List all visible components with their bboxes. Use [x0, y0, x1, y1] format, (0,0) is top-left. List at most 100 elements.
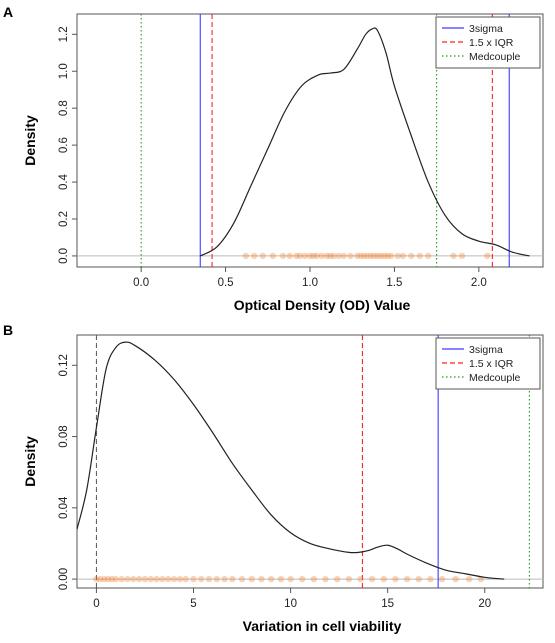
rug-point [322, 575, 329, 583]
y-tick-label: 0.6 [58, 137, 70, 153]
rug-point [392, 575, 399, 583]
rug-point [287, 575, 294, 583]
x-tick-label: 20 [478, 598, 491, 610]
legend-label: Medcouple [469, 51, 521, 63]
x-tick-label: 10 [284, 598, 297, 610]
rug-point [159, 575, 166, 583]
rug-point [130, 575, 137, 583]
x-tick-label: 0.0 [133, 277, 149, 289]
rug-point [452, 575, 459, 583]
legend-label: 1.5 x IQR [469, 358, 514, 370]
rug-point [466, 575, 473, 583]
rug-point [354, 252, 361, 260]
rug-point [345, 575, 353, 583]
rug-point [330, 252, 337, 260]
x-tick-label: 2.0 [471, 277, 487, 289]
rug-point [458, 252, 466, 260]
y-tick-label: 0.8 [58, 100, 70, 116]
density-curve [199, 27, 530, 257]
rug-point [97, 575, 104, 583]
rug-point [242, 252, 250, 260]
rug-point [399, 252, 407, 260]
rug-point [238, 575, 246, 583]
rug-point [381, 252, 388, 260]
x-tick-label: 15 [381, 598, 394, 610]
rug-point [221, 575, 228, 583]
rug-point [251, 252, 258, 260]
y-tick-label: 0.0 [58, 248, 70, 264]
rug-point [286, 252, 293, 260]
rug-point [323, 252, 331, 260]
rug-point [198, 575, 205, 583]
y-tick-label: 0.12 [58, 354, 70, 376]
rug-point [313, 252, 320, 260]
rug-point [438, 575, 446, 583]
y-tick-label: 1.2 [58, 26, 70, 42]
rug-point [293, 252, 300, 260]
x-axis-title: Variation in cell viability [243, 618, 402, 634]
rug-point [335, 252, 342, 260]
rug-point [415, 575, 422, 583]
rug-point [104, 575, 112, 583]
legend-label: 3sigma [469, 344, 503, 356]
rug-point [360, 252, 368, 260]
rug-point [124, 575, 131, 583]
y-tick-label: 0.00 [58, 568, 70, 590]
rug-point [277, 575, 285, 583]
rug-point [370, 252, 378, 260]
rug-point [229, 575, 236, 583]
y-tick-label: 0.08 [58, 425, 70, 447]
rug-point [377, 252, 385, 260]
rug-point [357, 575, 364, 583]
y-axis-title: Density [22, 436, 38, 487]
rug-point [301, 252, 309, 260]
rug-point [112, 575, 120, 583]
rug-point [310, 252, 317, 260]
rug-point [484, 252, 491, 260]
x-tick-label: 1.0 [302, 277, 318, 289]
rug-point [213, 575, 220, 583]
rug-point [267, 575, 275, 583]
rug-point [310, 575, 318, 583]
x-tick-label: 0 [93, 598, 99, 610]
rug-point [259, 252, 266, 260]
rug-point [450, 252, 457, 260]
rug-point [147, 575, 154, 583]
rug-point [427, 575, 434, 583]
rug-point [424, 252, 432, 260]
rug-point [384, 252, 391, 260]
rug-point [368, 575, 376, 583]
rug-point [416, 252, 423, 260]
x-tick-label: 1.5 [386, 277, 402, 289]
legend-label: Medcouple [469, 372, 521, 384]
rug-point [333, 575, 341, 583]
x-axis-title: Optical Density (OD) Value [234, 297, 411, 313]
rug-point [347, 252, 354, 260]
rug-point [258, 575, 265, 583]
rug-point [118, 575, 125, 583]
x-tick-label: 5 [190, 598, 196, 610]
rug-point [299, 575, 306, 583]
rug-point [135, 575, 143, 583]
panel-b: B 0 5 10 15 20 0.00 0.04 0.08 0.12 Variation in c… [3, 322, 544, 634]
rug-point [367, 252, 374, 260]
legend-label: 1.5 x IQR [469, 37, 514, 49]
y-tick-label: 0.04 [58, 496, 70, 519]
rug-point [296, 252, 304, 260]
rug-point [248, 575, 255, 583]
rug-point [380, 575, 387, 583]
rug-point [93, 575, 100, 583]
y-tick-label: 0.4 [58, 173, 70, 190]
rug-point [153, 575, 160, 583]
rug-point [176, 575, 184, 583]
rug-point [100, 575, 108, 583]
y-tick-label: 0.2 [58, 211, 70, 227]
rug-point [394, 252, 401, 260]
rug-point [340, 252, 347, 260]
rug-point [108, 575, 116, 583]
rug-point [387, 252, 395, 260]
rug-point [141, 575, 149, 583]
plot-frame [76, 334, 544, 589]
rug-point [318, 252, 326, 260]
